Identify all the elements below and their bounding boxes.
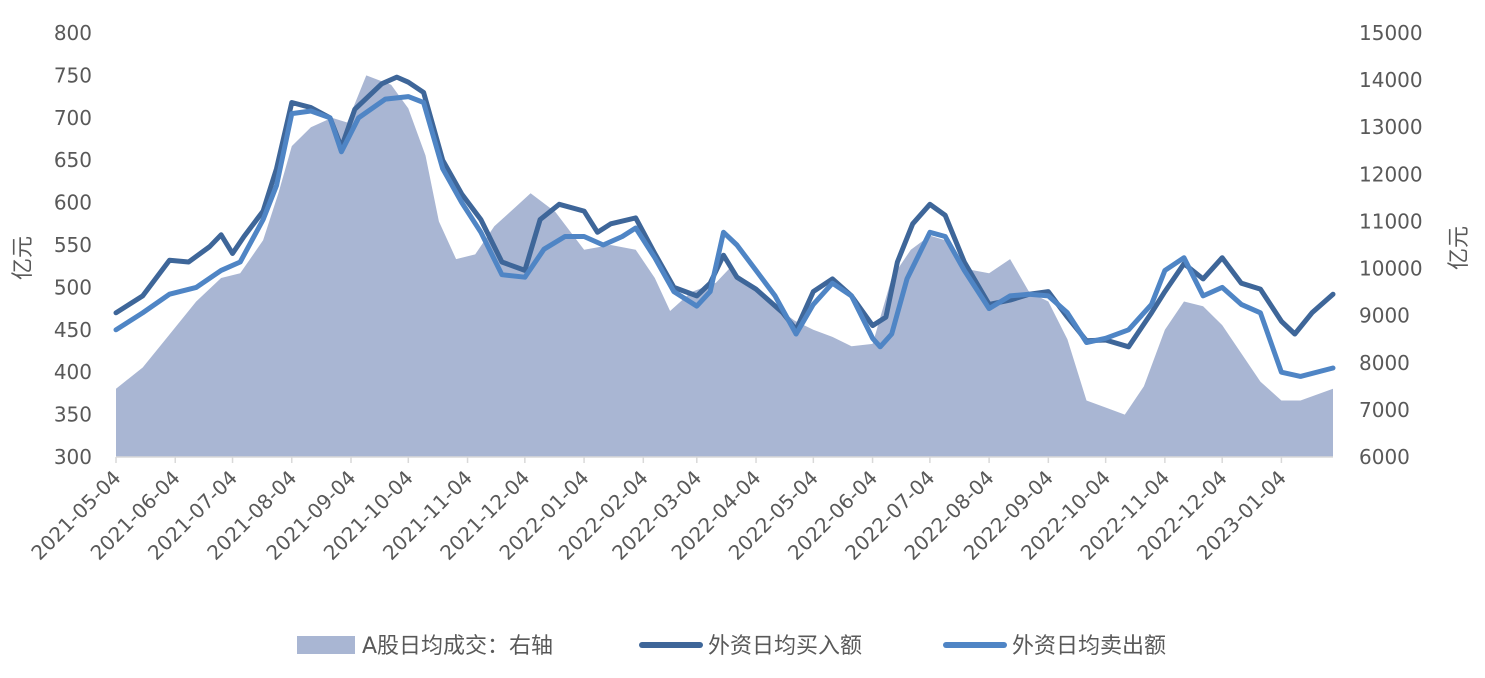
left-tick-label: 500: [54, 275, 92, 299]
legend-label-sell: 外资日均卖出额: [1012, 634, 1166, 659]
left-tick-label: 300: [54, 445, 92, 469]
right-tick-label: 12000: [1359, 162, 1423, 186]
series-line-sell: [113, 94, 1336, 379]
right-tick-label: 10000: [1359, 257, 1423, 281]
left-tick-label: 550: [54, 233, 92, 257]
left-tick-label: 650: [54, 148, 92, 172]
legend-label-area: A股日均成交：右轴: [362, 634, 553, 659]
left-axis-ticks: 300 350 400 450 500 550 600 650 700 750 800: [54, 21, 92, 469]
right-axis-ticks: 6000 7000 8000 9000 10000 11000 12000 13000 1400…: [1359, 21, 1423, 469]
left-tick-label: 450: [54, 318, 92, 342]
x-axis-ticks: 2021-05-042021-06-042021-07-042021-08-04…: [26, 457, 1291, 565]
right-tick-label: 8000: [1359, 351, 1410, 375]
left-tick-label: 600: [54, 191, 92, 215]
legend: A股日均成交：右轴 外资日均买入额 外资日均卖出额: [297, 634, 1166, 659]
right-tick-label: 7000: [1359, 398, 1410, 422]
area-series-layer: [116, 75, 1333, 458]
left-tick-label: 750: [54, 63, 92, 87]
right-tick-label: 9000: [1359, 304, 1410, 328]
left-tick-label: 400: [54, 360, 92, 384]
series-area-turnover: [116, 75, 1333, 458]
right-tick-label: 11000: [1359, 209, 1423, 233]
left-tick-label: 350: [54, 403, 92, 427]
right-tick-label: 13000: [1359, 115, 1423, 139]
left-axis-title: 亿元: [11, 236, 36, 280]
left-tick-label: 800: [54, 21, 92, 45]
left-tick-label: 700: [54, 106, 92, 130]
right-tick-label: 14000: [1359, 68, 1423, 92]
line-series-layer: [113, 74, 1336, 379]
right-axis-title: 亿元: [1447, 226, 1472, 270]
legend-swatch-area: [297, 636, 355, 654]
legend-label-buy: 外资日均买入额: [708, 634, 862, 659]
right-tick-label: 15000: [1359, 21, 1423, 45]
right-tick-label: 6000: [1359, 445, 1410, 469]
